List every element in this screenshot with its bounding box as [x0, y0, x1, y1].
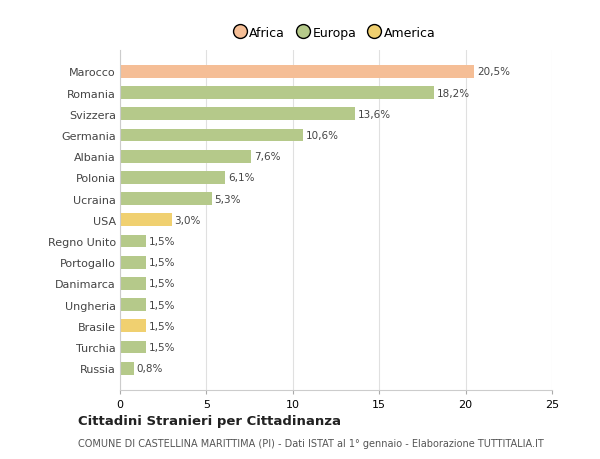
Bar: [120, 214, 172, 227]
Text: 1,5%: 1,5%: [149, 257, 175, 268]
Text: 18,2%: 18,2%: [437, 89, 470, 98]
Text: 7,6%: 7,6%: [254, 152, 280, 162]
Bar: [120, 277, 146, 290]
Bar: [120, 235, 146, 248]
Text: 6,1%: 6,1%: [228, 173, 254, 183]
Bar: [120, 108, 355, 121]
Text: 5,3%: 5,3%: [214, 194, 241, 204]
Bar: [120, 87, 434, 100]
Bar: [120, 66, 474, 78]
Bar: [120, 320, 146, 332]
Bar: [120, 256, 146, 269]
Text: COMUNE DI CASTELLINA MARITTIMA (PI) - Dati ISTAT al 1° gennaio - Elaborazione TU: COMUNE DI CASTELLINA MARITTIMA (PI) - Da…: [78, 438, 544, 448]
Bar: [120, 151, 251, 163]
Bar: [120, 362, 134, 375]
Text: 1,5%: 1,5%: [149, 279, 175, 289]
Bar: [120, 341, 146, 353]
Bar: [120, 129, 303, 142]
Text: 3,0%: 3,0%: [175, 215, 201, 225]
Bar: [120, 298, 146, 311]
Text: 1,5%: 1,5%: [149, 300, 175, 310]
Text: Cittadini Stranieri per Cittadinanza: Cittadini Stranieri per Cittadinanza: [78, 414, 341, 428]
Text: 1,5%: 1,5%: [149, 236, 175, 246]
Text: 13,6%: 13,6%: [358, 110, 391, 119]
Text: 1,5%: 1,5%: [149, 321, 175, 331]
Legend: Africa, Europa, America: Africa, Europa, America: [233, 23, 439, 43]
Text: 20,5%: 20,5%: [477, 67, 510, 77]
Text: 10,6%: 10,6%: [306, 131, 339, 141]
Text: 1,5%: 1,5%: [149, 342, 175, 352]
Bar: [120, 172, 226, 185]
Bar: [120, 193, 212, 206]
Text: 0,8%: 0,8%: [136, 364, 163, 373]
